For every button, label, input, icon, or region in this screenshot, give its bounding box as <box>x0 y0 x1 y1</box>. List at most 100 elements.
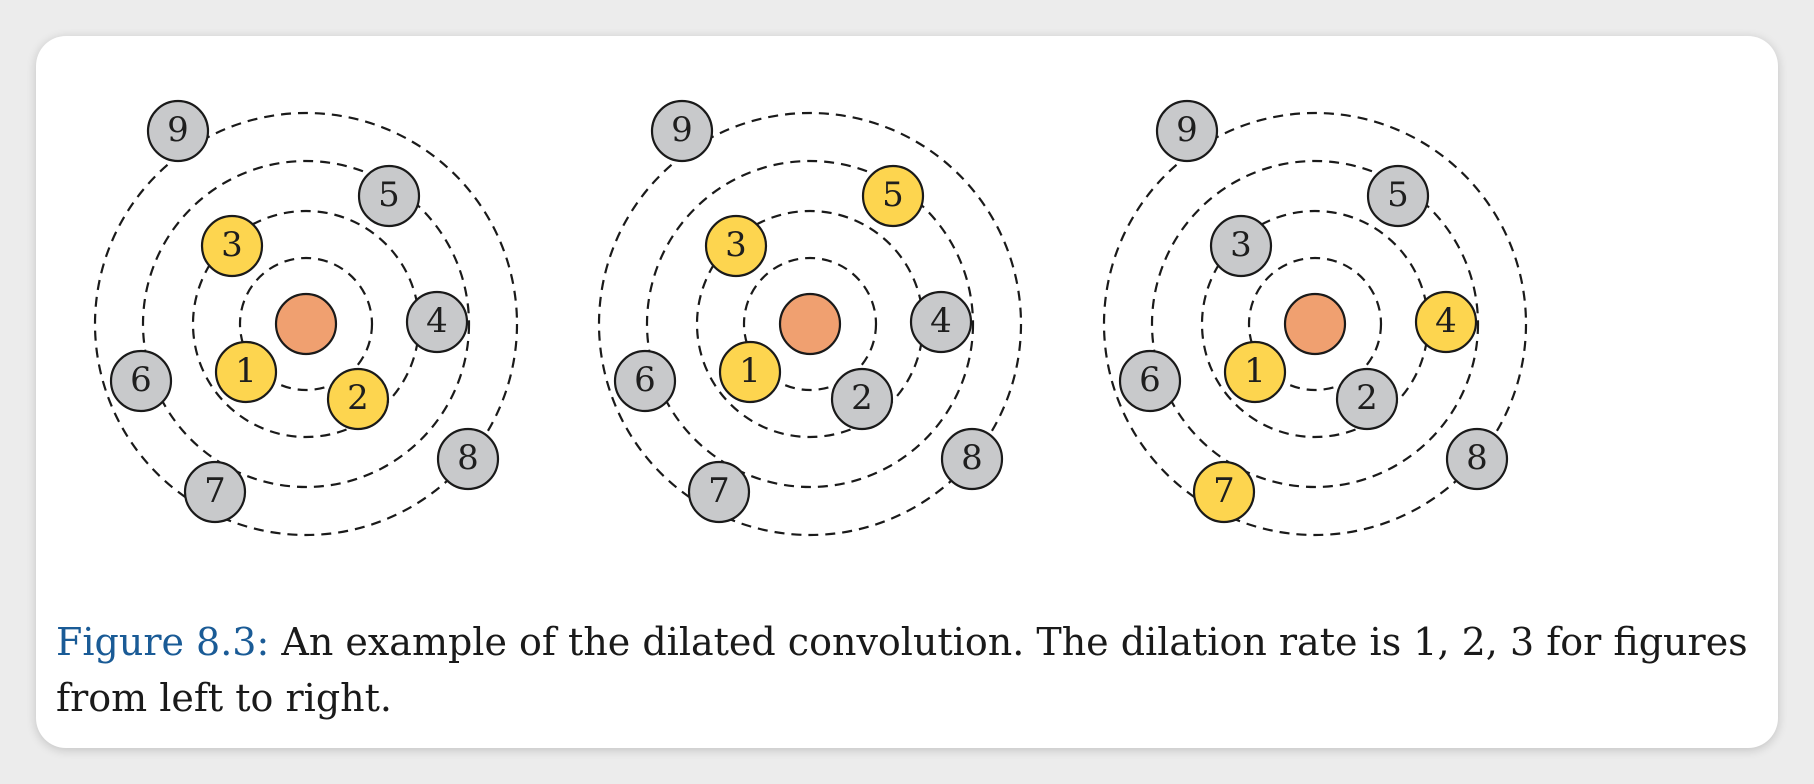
node-circle <box>357 164 421 228</box>
node-circle <box>214 340 278 404</box>
node-5: 5 <box>1366 164 1430 228</box>
node-circle <box>146 99 210 163</box>
node-4: 4 <box>405 290 469 354</box>
node-label: 9 <box>1176 110 1198 150</box>
node-2: 2 <box>830 367 894 431</box>
node-label: 3 <box>725 225 747 265</box>
node-circle <box>326 367 390 431</box>
node-label: 4 <box>1435 301 1457 341</box>
node-4: 4 <box>909 290 973 354</box>
node-circle <box>405 290 469 354</box>
node-circle <box>909 290 973 354</box>
node-circle <box>1414 290 1478 354</box>
node-9: 9 <box>1155 99 1219 163</box>
node-6: 6 <box>109 349 173 413</box>
node-label: 4 <box>930 301 952 341</box>
center-node <box>274 292 338 356</box>
node-label: 7 <box>204 471 226 511</box>
node-circle <box>1192 460 1256 524</box>
node-circle <box>940 427 1004 491</box>
node-9: 9 <box>146 99 210 163</box>
node-label: 8 <box>457 438 479 478</box>
figure-caption: Figure 8.3: An example of the dilated co… <box>56 614 1756 726</box>
node-4: 4 <box>1414 290 1478 354</box>
node-label: 3 <box>1230 225 1252 265</box>
node-circle <box>1445 427 1509 491</box>
node-label: 2 <box>347 378 369 418</box>
node-circle <box>183 460 247 524</box>
node-label: 2 <box>851 378 873 418</box>
panel-1: 1 2 3 4 5 6 7 8 9 <box>93 99 519 537</box>
node-circle <box>200 214 264 278</box>
node-label: 4 <box>426 301 448 341</box>
node-label: 5 <box>882 175 904 215</box>
node-circle <box>1118 349 1182 413</box>
node-8: 8 <box>1445 427 1509 491</box>
node-circle <box>109 349 173 413</box>
node-label: 8 <box>1466 438 1488 478</box>
node-circle <box>436 427 500 491</box>
node-2: 2 <box>326 367 390 431</box>
node-7: 7 <box>1192 460 1256 524</box>
node-label: 5 <box>1387 175 1409 215</box>
panel-3: 1 2 3 4 5 6 7 8 9 <box>1102 99 1528 537</box>
dashed-ring-4 <box>597 111 1023 537</box>
node-1: 1 <box>718 340 782 404</box>
node-label: 5 <box>378 175 400 215</box>
node-label: 2 <box>1356 378 1378 418</box>
node-1: 1 <box>214 340 278 404</box>
node-6: 6 <box>613 349 677 413</box>
node-8: 8 <box>436 427 500 491</box>
node-label: 9 <box>167 110 189 150</box>
node-label: 6 <box>130 360 152 400</box>
node-5: 5 <box>357 164 421 228</box>
node-2: 2 <box>1335 367 1399 431</box>
node-circle <box>1223 340 1287 404</box>
dashed-ring-3 <box>1150 159 1480 489</box>
node-circle <box>861 164 925 228</box>
dashed-ring-1 <box>742 256 878 392</box>
panel-2: 1 2 3 4 5 6 7 8 9 <box>597 99 1023 537</box>
dashed-ring-3 <box>141 159 471 489</box>
node-3: 3 <box>200 214 264 278</box>
node-label: 8 <box>961 438 983 478</box>
dashed-ring-1 <box>238 256 374 392</box>
center-node <box>778 292 842 356</box>
node-circle <box>718 340 782 404</box>
node-9: 9 <box>650 99 714 163</box>
node-label: 1 <box>235 351 257 391</box>
dashed-ring-3 <box>645 159 975 489</box>
node-label: 6 <box>634 360 656 400</box>
node-label: 3 <box>221 225 243 265</box>
node-7: 7 <box>183 460 247 524</box>
node-label: 6 <box>1139 360 1161 400</box>
node-7: 7 <box>687 460 751 524</box>
node-circle <box>830 367 894 431</box>
node-label: 1 <box>739 351 761 391</box>
node-circle <box>613 349 677 413</box>
node-circle <box>704 214 768 278</box>
node-circle <box>1366 164 1430 228</box>
node-label: 7 <box>708 471 730 511</box>
node-circle <box>687 460 751 524</box>
node-circle <box>1335 367 1399 431</box>
node-6: 6 <box>1118 349 1182 413</box>
node-5: 5 <box>861 164 925 228</box>
dashed-ring-4 <box>1102 111 1528 537</box>
dashed-ring-1 <box>1247 256 1383 392</box>
node-3: 3 <box>704 214 768 278</box>
figure-card: 1 2 3 4 5 6 7 8 9 1 2 3 4 5 6 7 8 9 1 2 3 4 5 6 7 8 9 Figure 8.3: … <box>36 36 1778 748</box>
node-circle <box>650 99 714 163</box>
node-circle <box>1155 99 1219 163</box>
center-node <box>1283 292 1347 356</box>
node-label: 9 <box>671 110 693 150</box>
node-1: 1 <box>1223 340 1287 404</box>
node-3: 3 <box>1209 214 1273 278</box>
node-label: 7 <box>1213 471 1235 511</box>
node-8: 8 <box>940 427 1004 491</box>
node-circle <box>1209 214 1273 278</box>
caption-figure-label: Figure 8.3: <box>56 620 270 664</box>
dashed-ring-4 <box>93 111 519 537</box>
dilated-convolution-diagram: 1 2 3 4 5 6 7 8 9 1 2 3 4 5 6 7 8 9 1 2 3 4 5 6 7 8 9 <box>93 99 1528 537</box>
caption-text: An example of the dilated convolution. T… <box>56 620 1748 720</box>
